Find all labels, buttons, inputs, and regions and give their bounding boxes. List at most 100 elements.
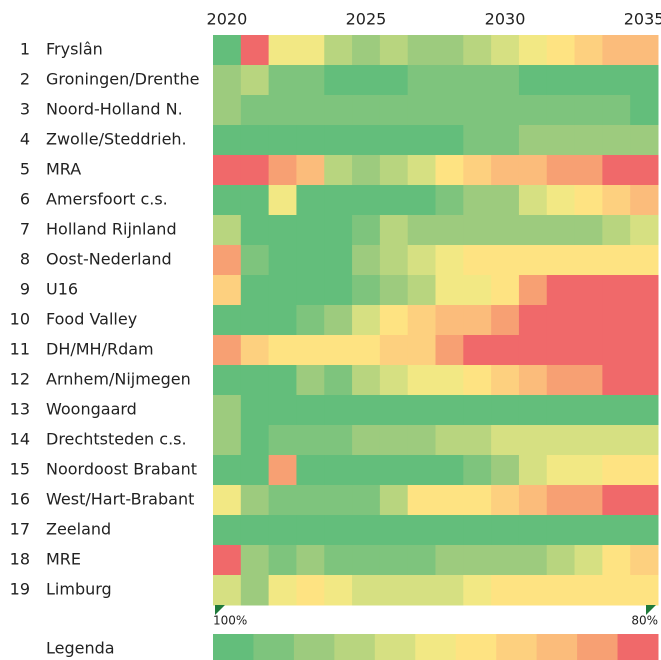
heat-cell [296,245,325,276]
heat-cell [296,305,325,336]
x-tick-label: 2020 [207,10,248,29]
heat-cell [213,545,242,576]
row-label: Zeeland [46,520,111,539]
heat-cell [435,455,464,486]
heat-cell [407,185,436,216]
heat-cell [518,365,548,396]
heat-cell [435,65,464,96]
heat-cell [602,95,631,126]
heat-cell [296,215,325,246]
row-label: Amersfoort c.s. [46,190,168,209]
heat-cell [630,125,659,156]
heat-cell [296,365,325,396]
heat-cell [491,425,520,456]
heat-cell [407,125,436,156]
heat-cell [546,185,576,216]
heat-cell [630,425,659,456]
row-label: Zwolle/Steddrieh. [46,130,187,149]
marker-label: 100% [213,614,247,628]
heat-cell [352,305,381,336]
heat-cell [518,275,548,306]
heat-cell [379,545,409,576]
heat-cell [268,185,297,216]
heat-cell [546,485,576,516]
heat-cell [240,185,270,216]
heat-cell [630,185,659,216]
heat-cell [379,155,409,186]
heat-cell [546,395,576,426]
heat-cell [574,425,603,456]
heat-cell [407,215,436,246]
heat-cell [491,545,520,576]
heat-cell [574,275,603,306]
heat-cell [630,215,659,246]
heat-cell [602,455,631,486]
heat-cell [324,275,353,306]
heat-cell [602,545,631,576]
row-number: 11 [10,340,30,359]
heat-cell [268,575,297,606]
heat-cell [491,485,520,516]
heat-cell [602,215,631,246]
legend-swatch [334,634,376,660]
heat-cell [240,305,270,336]
heat-cell [518,125,548,156]
heat-cell [435,305,464,336]
heat-cell [602,335,631,366]
heat-cell [630,335,659,366]
heat-cell [352,425,381,456]
heat-cell [324,515,353,546]
heat-cell [546,35,576,66]
heat-cell [379,185,409,216]
heat-cell [435,275,464,306]
heat-cell [546,155,576,186]
heat-cell [546,245,576,276]
heat-cell [268,155,297,186]
heat-cell [213,215,242,246]
heat-cell [379,65,409,96]
heat-cell [630,575,659,606]
heat-cell [324,215,353,246]
heat-cell [546,125,576,156]
heat-cell [379,485,409,516]
heat-cell [546,215,576,246]
row-label: Limburg [46,580,112,599]
legend-swatch [415,634,457,660]
heat-cell [546,275,576,306]
heat-cell [268,485,297,516]
heat-cell [324,95,353,126]
heat-cell [213,125,242,156]
heat-cell [213,275,242,306]
heat-cell [574,545,603,576]
heat-cell [435,155,464,186]
row-label: Noord-Holland N. [46,100,183,119]
heat-cell [213,95,242,126]
heat-cell [213,575,242,606]
row-label: Drechtsteden c.s. [46,430,187,449]
row-label: Noordoost Brabant [46,460,197,479]
heat-cell [602,425,631,456]
heat-cell [630,245,659,276]
heat-cell [491,185,520,216]
heat-cell [630,305,659,336]
heat-cell [296,395,325,426]
heat-cell [435,35,464,66]
heat-cell [546,455,576,486]
row-label: MRE [46,550,81,569]
heat-cell [463,95,492,126]
heat-cell [352,395,381,426]
row-number: 17 [10,520,30,539]
heat-cell [463,125,492,156]
heat-cell [435,575,464,606]
heat-cell [407,485,436,516]
heat-cell [407,305,436,336]
heat-cell [268,365,297,396]
heat-cell [240,215,270,246]
heat-cell [463,545,492,576]
heat-cell [324,485,353,516]
heat-cell [630,35,659,66]
heat-cell [268,515,297,546]
row-number: 16 [10,490,30,509]
heat-cell [296,35,325,66]
heat-cell [574,215,603,246]
